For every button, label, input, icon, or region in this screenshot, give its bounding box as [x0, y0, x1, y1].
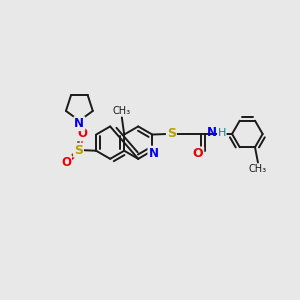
Text: S: S — [167, 128, 176, 140]
Text: H: H — [218, 128, 226, 138]
Text: CH₃: CH₃ — [249, 164, 267, 174]
Text: O: O — [61, 156, 71, 169]
Text: N: N — [207, 126, 217, 139]
Text: N: N — [74, 117, 84, 130]
Text: CH₃: CH₃ — [113, 106, 131, 116]
Text: O: O — [78, 128, 88, 140]
Text: O: O — [193, 148, 203, 160]
Text: N: N — [148, 147, 158, 160]
Text: S: S — [74, 144, 83, 157]
